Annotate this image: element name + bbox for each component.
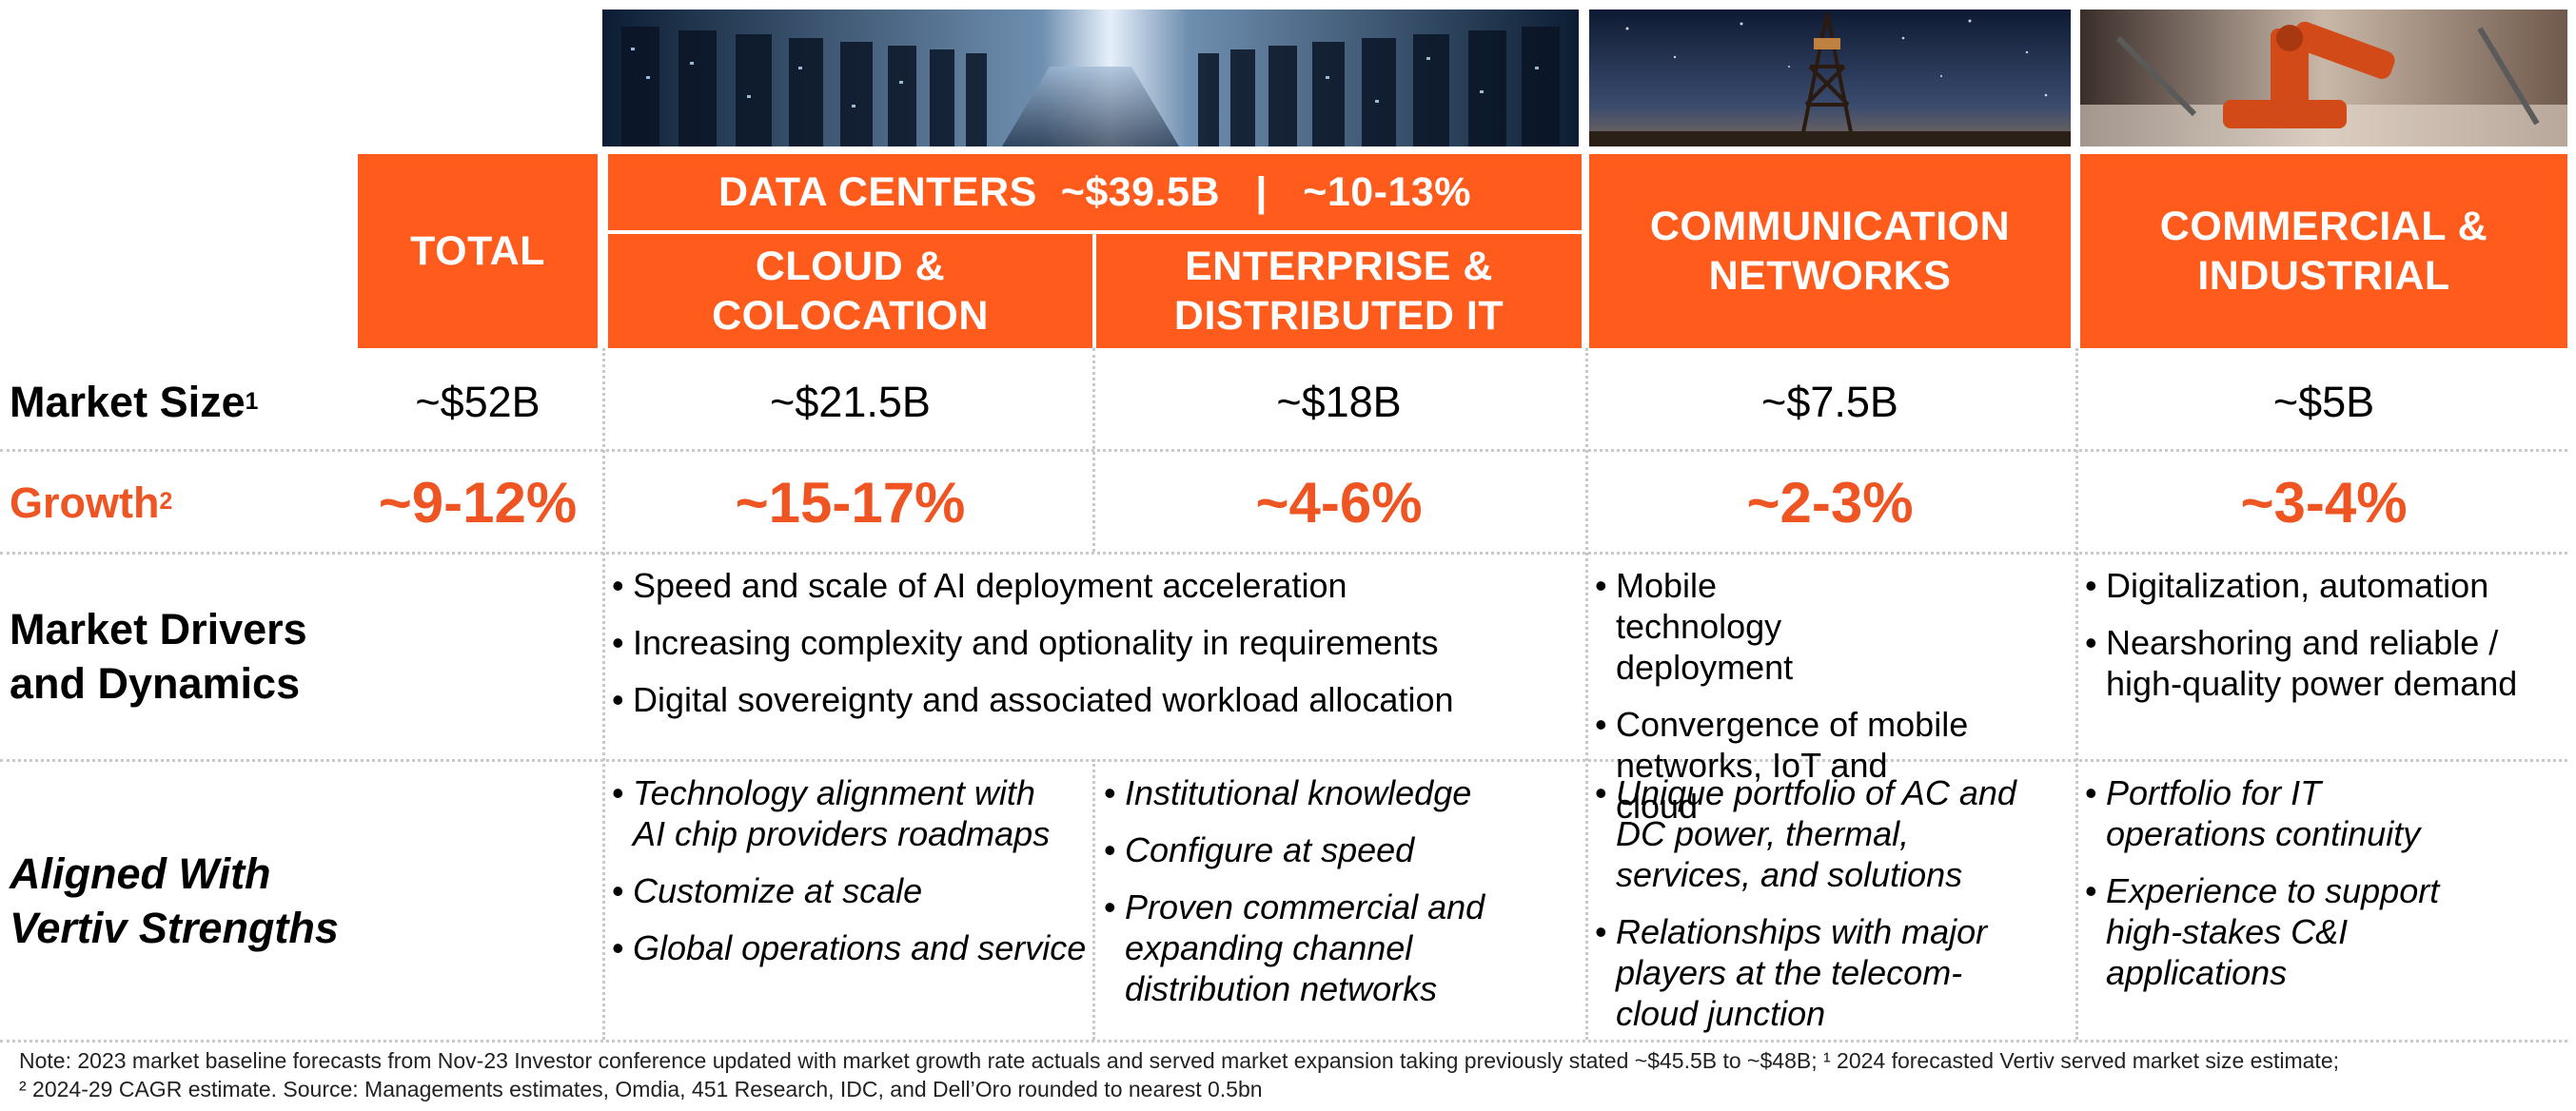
row-divider-1 <box>0 449 2567 452</box>
header-enterprise-distributed: ENTERPRISE & DISTRIBUTED IT <box>1096 234 1582 348</box>
list-item: Mobile technology deployment <box>1595 565 2052 688</box>
list-item: Unique portfolio of AC and DC power, the… <box>1595 772 2071 895</box>
header-enterprise-line1: ENTERPRISE & <box>1185 244 1493 289</box>
header-cloud-colocation: CLOUD & COLOCATION <box>608 234 1092 348</box>
market-size-total: ~$52B <box>415 377 541 426</box>
row-label-aligned: Aligned With Vertiv Strengths <box>10 767 339 1035</box>
col-divider-1 <box>602 348 605 1040</box>
row-divider-4 <box>0 1040 2567 1043</box>
row-divider-3 <box>0 759 2567 762</box>
growth-total: ~9-12% <box>378 470 578 535</box>
strengths-cloud: Technology alignment with AI chip provid… <box>612 772 1088 984</box>
header-commercial-line1: COMMERCIAL & <box>2159 204 2488 249</box>
strengths-communication: Unique portfolio of AC and DC power, the… <box>1595 772 2071 1050</box>
list-item: Institutional knowledge <box>1104 772 1580 813</box>
header-commercial-line2: INDUSTRIAL <box>2197 253 2450 299</box>
list-item: Proven commercial and expanding channel … <box>1104 887 1580 1009</box>
growth-communication: ~2-3% <box>1746 470 1914 535</box>
list-item: Speed and scale of AI deployment acceler… <box>612 565 1578 606</box>
list-item: Increasing complexity and optionality in… <box>612 622 1578 663</box>
list-item: Experience to support high-stakes C&I ap… <box>2085 870 2561 993</box>
market-size-label: Market Size <box>10 378 246 426</box>
growth-enterprise: ~4-6% <box>1255 470 1423 535</box>
drivers-label-line2: and Dynamics <box>10 659 301 708</box>
header-total: TOTAL <box>358 154 598 348</box>
growth-cloud: ~15-17% <box>735 470 966 535</box>
row-label-growth: Growth 2 <box>10 458 172 546</box>
header-enterprise-line2: DISTRIBUTED IT <box>1173 293 1504 339</box>
footnote-line2: ² 2024-29 CAGR estimate. Source: Managem… <box>19 1077 1263 1101</box>
telecom-tower-photo <box>1589 10 2071 146</box>
growth-commercial: ~3-4% <box>2240 470 2408 535</box>
list-item: Digitalization, automation <box>2085 565 2561 606</box>
drivers-label-line1: Market Drivers <box>10 605 307 653</box>
aligned-label-line2: Vertiv Strengths <box>10 904 339 952</box>
footnote: Note: 2023 market baseline forecasts fro… <box>19 1046 2569 1103</box>
col-divider-2 <box>1092 348 1095 552</box>
industrial-robot-photo <box>2080 10 2567 146</box>
list-item: Portfolio for IT operations continuity <box>2085 772 2561 854</box>
header-total-label: TOTAL <box>410 228 545 274</box>
drivers-data-centers: Speed and scale of AI deployment acceler… <box>612 565 1578 736</box>
row-divider-2 <box>0 552 2567 555</box>
aligned-label-line1: Aligned With <box>10 849 271 898</box>
growth-label: Growth <box>10 478 160 527</box>
market-size-cloud: ~$21.5B <box>770 377 931 426</box>
header-commercial-industrial: COMMERCIAL & INDUSTRIAL <box>2080 154 2567 348</box>
list-item: Configure at speed <box>1104 829 1580 870</box>
list-item: Technology alignment with AI chip provid… <box>612 772 1088 854</box>
data-center-photo <box>602 10 1579 146</box>
drivers-commercial: Digitalization, automation Nearshoring a… <box>2085 565 2561 720</box>
row-label-market-size: Market Size 1 <box>10 361 258 442</box>
list-item: Nearshoring and reliable / high-quality … <box>2085 622 2561 704</box>
list-item: Customize at scale <box>612 870 1088 911</box>
col-divider-4 <box>2075 348 2078 1040</box>
strengths-enterprise: Institutional knowledge Configure at spe… <box>1104 772 1580 1025</box>
header-data-centers: DATA CENTERS ~$39.5B | ~10-13% <box>608 154 1582 230</box>
row-label-drivers: Market Drivers and Dynamics <box>10 559 307 753</box>
footnote-line1: Note: 2023 market baseline forecasts fro… <box>19 1048 2339 1073</box>
market-size-enterprise: ~$18B <box>1276 377 1402 426</box>
market-size-commercial: ~$5B <box>2272 377 2375 426</box>
list-item: Digital sovereignty and associated workl… <box>612 679 1578 720</box>
list-item: Relationships with major players at the … <box>1595 911 2071 1034</box>
list-item: Global operations and service <box>612 927 1088 968</box>
header-cloud-line1: CLOUD & <box>755 244 946 289</box>
strengths-commercial: Portfolio for IT operations continuity E… <box>2085 772 2561 1009</box>
header-communication-line1: COMMUNICATION <box>1649 204 2011 249</box>
col-divider-2b <box>1092 759 1095 1040</box>
header-data-centers-label: DATA CENTERS ~$39.5B | ~10-13% <box>718 169 1472 215</box>
header-communication-line2: NETWORKS <box>1708 253 1952 299</box>
header-communication-networks: COMMUNICATION NETWORKS <box>1589 154 2071 348</box>
header-cloud-line2: COLOCATION <box>712 293 989 339</box>
col-divider-3 <box>1585 348 1588 1040</box>
market-size-communication: ~$7.5B <box>1761 377 1898 426</box>
